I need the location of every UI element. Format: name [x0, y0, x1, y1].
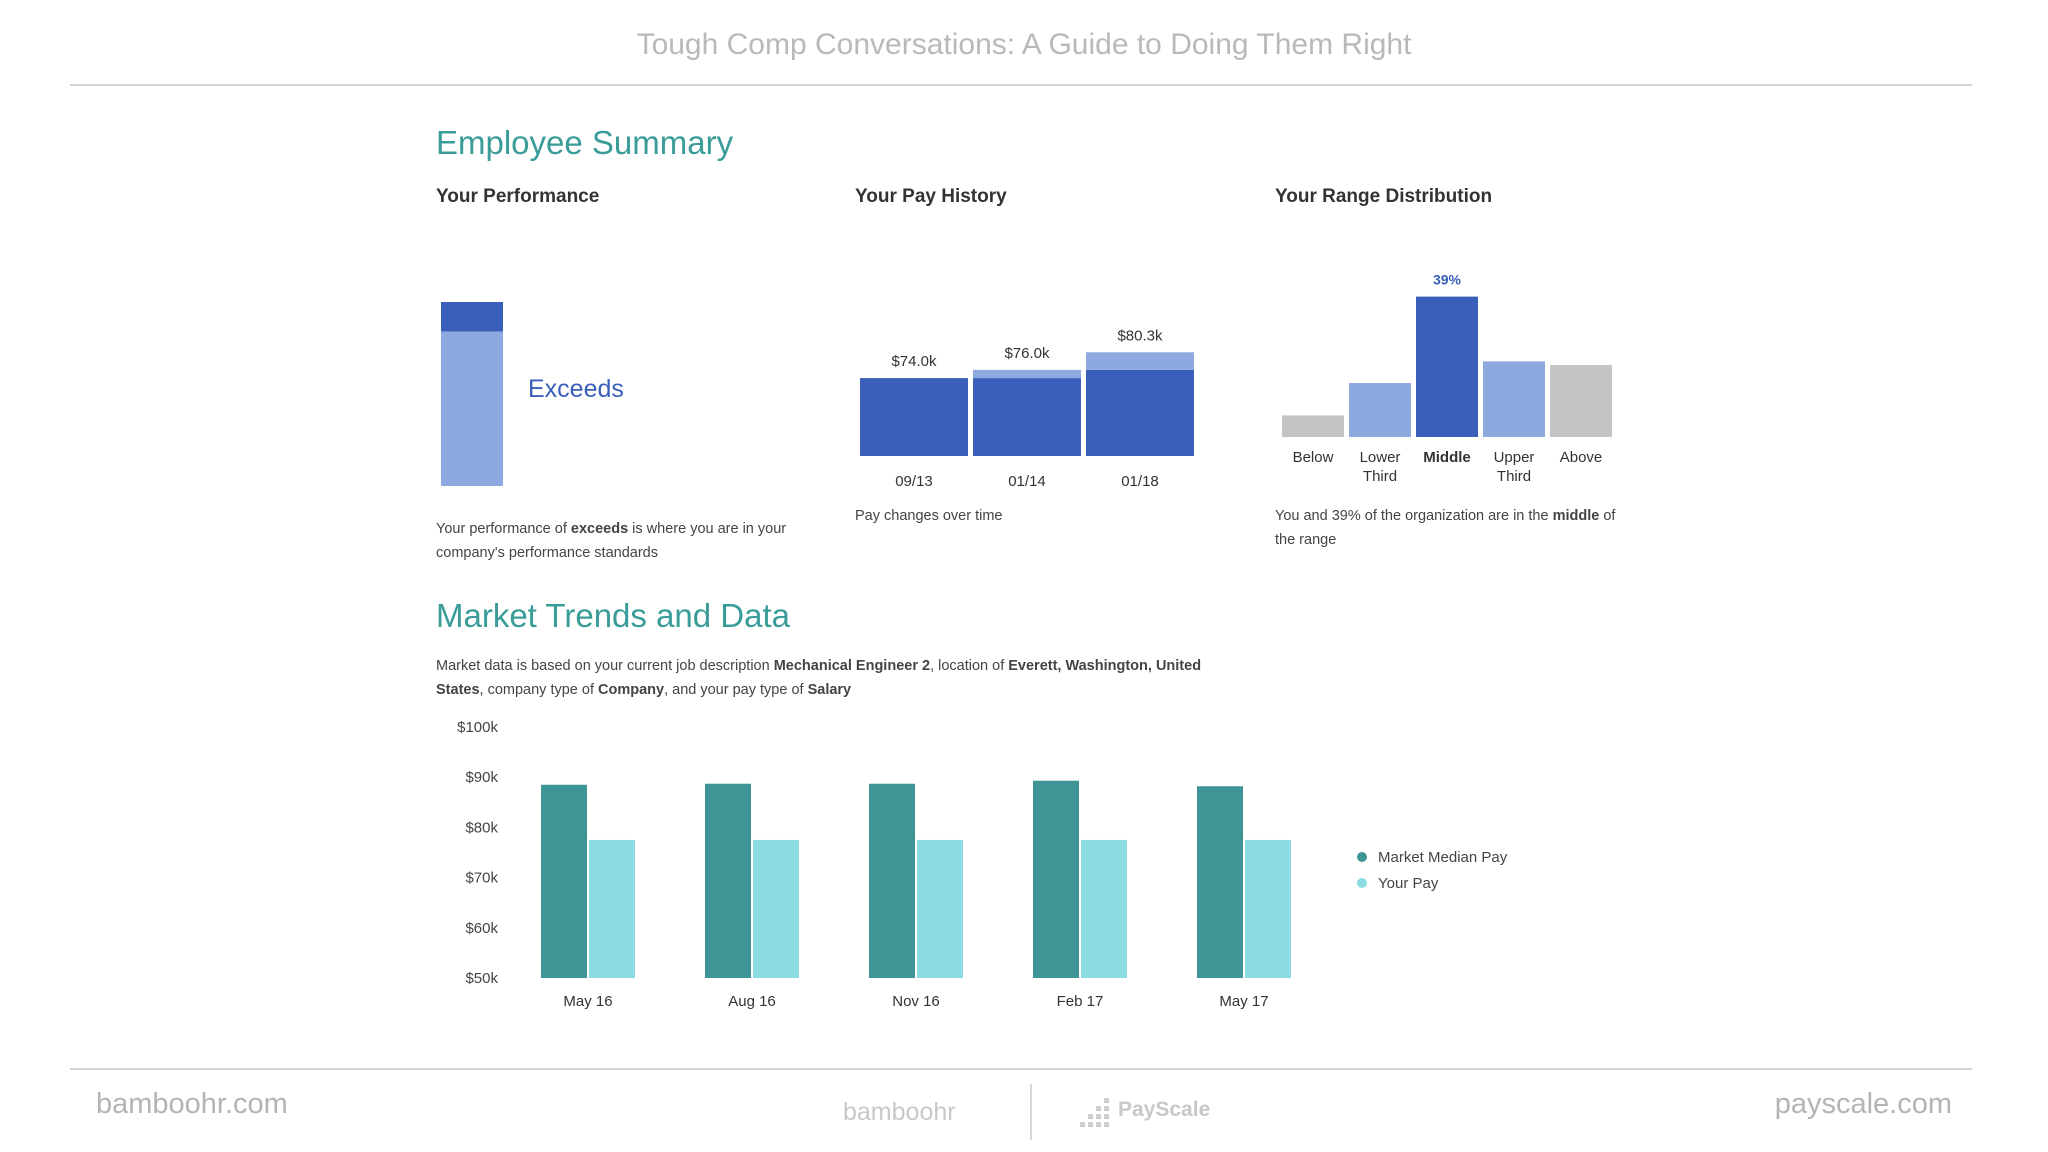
x-tick-label: May 17 — [1219, 993, 1268, 1010]
range-caption: You and 39% of the organization are in t… — [1275, 508, 1616, 548]
slide-title: Tough Comp Conversations: A Guide to Doi… — [636, 28, 1412, 61]
payscale-logo: PayScale — [1118, 1098, 1211, 1121]
pay-bar — [860, 378, 968, 456]
range-tick-label: Third — [1497, 468, 1531, 485]
pay-bar-increase — [973, 369, 1081, 379]
performance-bar-track — [441, 302, 503, 486]
performance-bar-marker — [441, 302, 503, 332]
pay-data-label: $76.0k — [1004, 345, 1050, 362]
pay-data-label: $74.0k — [891, 353, 937, 370]
your-pay-bar — [917, 839, 963, 978]
range-bar — [1349, 383, 1411, 437]
pay-bar — [1086, 369, 1194, 456]
pay-tick-label: 01/14 — [1008, 473, 1046, 490]
range-tick-label: Third — [1363, 468, 1397, 485]
pay-history-chart: $74.0k 09/13 $76.0k 01/14 $80.3k 01/18 — [860, 327, 1194, 490]
y-tick-label: $50k — [465, 970, 498, 987]
x-tick-label: May 16 — [563, 993, 612, 1010]
range-bar — [1483, 361, 1545, 437]
performance-title: Your Performance — [436, 186, 600, 207]
market-median-bar — [869, 783, 915, 978]
y-tick-label: $70k — [465, 870, 498, 887]
range-bar — [1416, 296, 1478, 437]
footer-divider — [70, 1068, 1972, 1070]
market-median-bar — [541, 784, 587, 978]
y-tick-label: $80k — [465, 819, 498, 836]
market-median-bar — [1033, 780, 1079, 978]
market-median-bar — [1197, 786, 1243, 978]
pay-data-label: $80.3k — [1117, 327, 1163, 344]
x-tick-label: Aug 16 — [728, 993, 776, 1010]
range-distribution-chart: Below Lower Third 39% Middle Upper Third Above — [1282, 272, 1612, 485]
range-distribution-title: Your Range Distribution — [1275, 186, 1493, 207]
pay-tick-label: 01/18 — [1121, 473, 1159, 490]
range-tick-label: Above — [1560, 449, 1603, 466]
bamboohr-link[interactable]: bamboohr.com — [96, 1088, 288, 1120]
header-divider — [70, 84, 1972, 86]
performance-chart: Exceeds — [441, 302, 624, 486]
pay-history-title: Your Pay History — [855, 186, 1007, 207]
pay-bar — [973, 378, 1081, 456]
market-trends-chart: $100k $90k $80k $70k $60k $50k May 16 Aug 16 Nov… — [457, 719, 1508, 1010]
y-tick-label: $60k — [465, 920, 498, 937]
market-description: Market data is based on your current job… — [436, 658, 1202, 698]
pay-tick-label: 09/13 — [895, 473, 933, 490]
x-tick-label: Nov 16 — [892, 993, 940, 1010]
range-tick-label: Upper — [1494, 449, 1535, 466]
logo-divider — [1030, 1084, 1032, 1140]
market-median-bar — [705, 783, 751, 978]
range-data-label: 39% — [1433, 272, 1462, 288]
your-pay-bar — [753, 839, 799, 978]
performance-caption: Your performance of exceeds is where you… — [436, 521, 787, 561]
range-tick-label: Below — [1293, 449, 1334, 466]
pay-bar-increase — [1086, 352, 1194, 370]
legend-swatch — [1357, 878, 1367, 888]
x-tick-label: Feb 17 — [1057, 993, 1104, 1010]
your-pay-bar — [589, 839, 635, 978]
payscale-logo-icon — [1080, 1098, 1109, 1127]
range-tick-label: Middle — [1423, 449, 1471, 466]
legend-label: Your Pay — [1378, 875, 1439, 892]
market-trends-heading: Market Trends and Data — [436, 597, 791, 634]
performance-level-label: Exceeds — [528, 375, 624, 403]
bamboohr-logo: bamboohr — [843, 1098, 956, 1126]
legend-label: Market Median Pay — [1378, 849, 1508, 866]
range-bar — [1282, 415, 1344, 437]
y-tick-label: $100k — [457, 719, 498, 736]
range-bar — [1550, 365, 1612, 437]
your-pay-bar — [1081, 839, 1127, 978]
your-pay-bar — [1245, 839, 1291, 978]
y-tick-label: $90k — [465, 769, 498, 786]
pay-history-caption: Pay changes over time — [855, 508, 1003, 524]
range-tick-label: Lower — [1360, 449, 1401, 466]
employee-summary-heading: Employee Summary — [436, 124, 734, 161]
payscale-link[interactable]: payscale.com — [1774, 1088, 1952, 1120]
legend-swatch — [1357, 852, 1367, 862]
